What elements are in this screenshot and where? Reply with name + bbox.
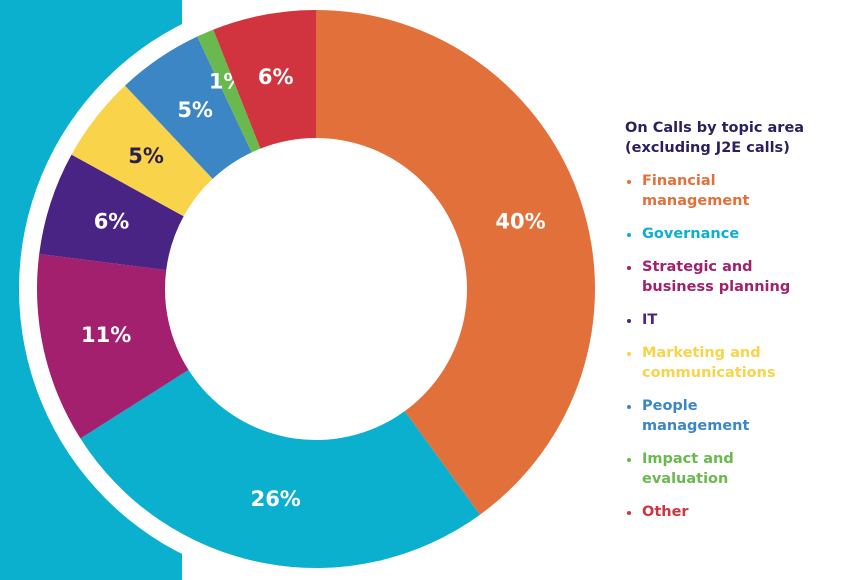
- slice: [39, 154, 184, 271]
- value-label: 5%: [177, 98, 213, 122]
- slice: [125, 36, 252, 179]
- value-label: 6%: [94, 210, 130, 234]
- legend-item: IT: [625, 310, 802, 330]
- value-label: 40%: [495, 210, 545, 234]
- legend-item: Governance: [625, 224, 802, 244]
- slice: [71, 85, 213, 217]
- slice: [213, 10, 316, 149]
- value-label: 5%: [128, 144, 164, 168]
- slice: [80, 369, 480, 568]
- legend-item: People management: [625, 396, 802, 436]
- legend-title: On Calls by topic area (excluding J2E ca…: [625, 120, 805, 156]
- value-label: 26%: [251, 487, 301, 511]
- value-label: 6%: [258, 65, 294, 89]
- legend-item: Strategic and business planning: [625, 257, 802, 297]
- slice: [316, 10, 596, 515]
- value-label: 11%: [81, 323, 131, 347]
- slice: [197, 29, 261, 153]
- legend-item: Other: [625, 502, 802, 522]
- slice: [37, 254, 189, 439]
- legend-item: Financial management: [625, 171, 802, 211]
- legend-item: Marketing and communications: [625, 343, 802, 383]
- legend-item: Impact and evaluation: [625, 449, 802, 489]
- legend: On Calls by topic area (excluding J2E ca…: [625, 118, 840, 535]
